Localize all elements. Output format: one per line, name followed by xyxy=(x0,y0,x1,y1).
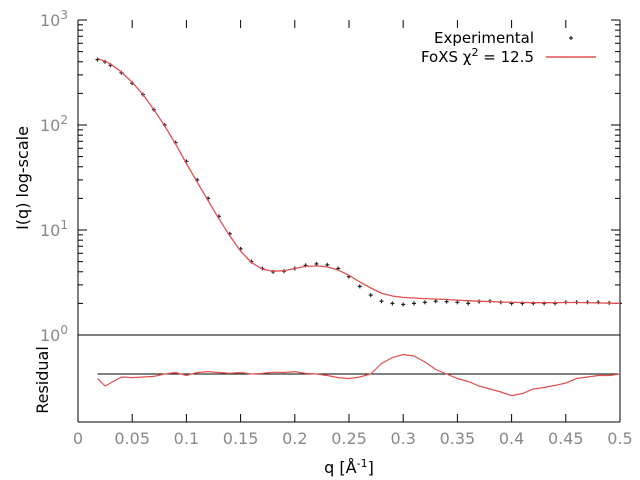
x-tick-label-9: 0.45 xyxy=(548,429,584,448)
experimental-series xyxy=(95,57,622,307)
x-tick-label-7: 0.35 xyxy=(440,429,476,448)
upper-y-tick-label-0: 100 xyxy=(40,323,68,345)
legend-experimental-marker xyxy=(569,36,573,40)
experimental-point xyxy=(455,300,460,305)
upper-y-tick-labels: 100 101 102 103 xyxy=(40,8,68,345)
upper-y-ticks xyxy=(78,19,620,336)
upper-panel: 100 101 102 103 I(q) log-scale xyxy=(13,8,622,345)
residual-panel: Residual xyxy=(33,334,621,422)
x-tick-label-6: 0.3 xyxy=(390,429,415,448)
legend-experimental-label: Experimental xyxy=(434,29,534,47)
foxs-fit-line xyxy=(97,57,621,305)
upper-y-tick-label-2: 102 xyxy=(40,113,68,135)
x-tick-labels: 0 0.05 0.1 0.15 0.2 0.25 0.3 0.35 0.4 0.45 0.5 xyxy=(73,429,633,448)
x-axis: 0 0.05 0.1 0.15 0.2 0.25 0.3 0.35 0.4 0.45 0.5 q [… xyxy=(73,20,633,477)
experimental-point xyxy=(542,301,547,306)
experimental-point xyxy=(314,261,319,266)
x-ticks xyxy=(77,20,621,422)
experimental-point xyxy=(422,300,427,305)
experimental-point xyxy=(531,301,536,306)
legend-fit-label: FoXS χ2 = 12.5 xyxy=(421,46,534,66)
residual-line xyxy=(97,353,621,397)
residual-y-axis-title: Residual xyxy=(33,346,52,414)
experimental-point xyxy=(553,301,557,306)
legend: Experimental FoXS χ2 = 12.5 xyxy=(421,29,596,66)
upper-y-axis-title: I(q) log-scale xyxy=(13,126,32,230)
experimental-point xyxy=(412,301,416,306)
x-tick-label-5: 0.25 xyxy=(331,429,367,448)
x-tick-label-10: 0.5 xyxy=(607,429,632,448)
experimental-point xyxy=(379,299,384,304)
x-axis-title-suffix: ] xyxy=(368,458,374,477)
x-tick-label-8: 0.4 xyxy=(499,429,524,448)
x-tick-label-2: 0.1 xyxy=(174,429,199,448)
upper-y-tick-label-3: 103 xyxy=(40,8,68,30)
experimental-point xyxy=(401,302,406,307)
experimental-point xyxy=(357,284,362,289)
legend-fit-prefix: FoXS χ xyxy=(421,48,472,66)
legend-fit-exp: 2 xyxy=(471,46,478,59)
x-tick-label-4: 0.2 xyxy=(282,429,307,448)
experimental-point xyxy=(325,262,330,267)
x-axis-title: q [Å-1] xyxy=(324,457,374,477)
upper-y-tick-label-1: 101 xyxy=(40,218,68,240)
experimental-point xyxy=(466,301,471,306)
experimental-point xyxy=(433,299,438,304)
x-tick-label-1: 0.05 xyxy=(114,429,150,448)
experimental-point xyxy=(368,293,373,298)
legend-fit-suffix: = 12.5 xyxy=(478,48,534,66)
x-tick-label-0: 0 xyxy=(73,429,83,448)
experimental-point xyxy=(390,301,395,306)
x-axis-title-exp: -1 xyxy=(357,457,368,470)
experimental-point xyxy=(444,299,449,304)
x-tick-label-3: 0.15 xyxy=(223,429,259,448)
x-axis-title-prefix: q [Å xyxy=(324,458,356,477)
